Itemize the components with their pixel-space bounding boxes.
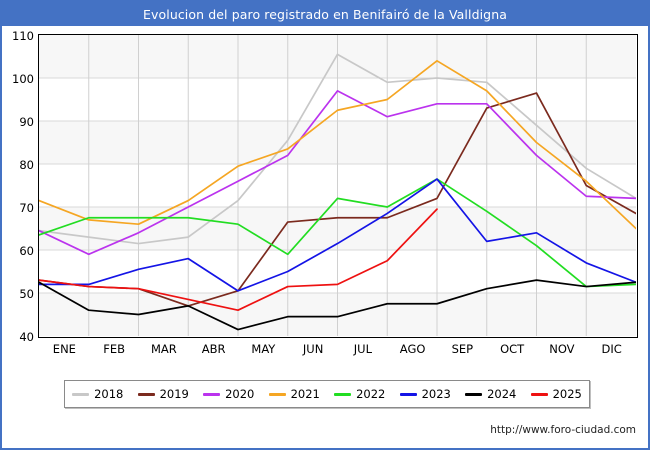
legend-swatch-icon-2021 xyxy=(268,392,286,396)
legend-item-2019[interactable]: 2019 xyxy=(137,387,189,401)
series-line-2020 xyxy=(39,90,636,256)
legend-swatch-icon-2024 xyxy=(465,392,483,396)
legend-label: 2025 xyxy=(552,387,582,401)
legend-swatch-icon-2019 xyxy=(137,392,155,396)
x-axis-tick-mar: MAR xyxy=(150,342,177,356)
y-axis-tick-40: 40 xyxy=(19,329,34,344)
legend-label: 2018 xyxy=(94,387,124,401)
y-axis-tick-90: 90 xyxy=(19,114,34,129)
series-line-2025 xyxy=(39,208,438,312)
x-axis-tick-may: MAY xyxy=(251,342,276,356)
legend-item-2023[interactable]: 2023 xyxy=(399,387,451,401)
window-titlebar: Evolucion del paro registrado en Benifai… xyxy=(2,2,648,26)
series-line-2021 xyxy=(39,59,636,230)
y-axis-tick-70: 70 xyxy=(19,200,34,215)
series-line-2023 xyxy=(39,178,636,292)
x-axis-tick-jun: JUN xyxy=(302,342,324,356)
x-axis-tick-abr: ABR xyxy=(201,342,226,356)
legend-item-2025[interactable]: 2025 xyxy=(530,387,582,401)
x-axis-tick-dic: DIC xyxy=(601,342,622,356)
x-axis-tick-jul: JUL xyxy=(353,342,372,356)
page-title: Evolucion del paro registrado en Benifai… xyxy=(143,6,507,22)
plot-area xyxy=(38,34,638,338)
legend-swatch-icon-2025 xyxy=(530,392,548,396)
x-axis-tick-feb: FEB xyxy=(103,342,126,356)
line-chart-svg xyxy=(39,35,636,336)
source-url: http://www.foro-ciudad.com xyxy=(490,424,636,436)
x-axis-tick-ago: AGO xyxy=(399,342,426,356)
legend-swatch-icon-2022 xyxy=(334,392,352,396)
series-line-2018 xyxy=(39,53,636,245)
chart-legend: 2018 2019 2020 2021 2022 2023 2024 2025 xyxy=(64,380,590,408)
legend-item-2024[interactable]: 2024 xyxy=(465,387,516,401)
y-axis-tick-60: 60 xyxy=(19,243,34,258)
series-line-2024 xyxy=(39,279,636,331)
legend-swatch-icon-2023 xyxy=(399,392,417,396)
y-axis-tick-100: 100 xyxy=(12,71,34,86)
x-axis-tick-sep: SEP xyxy=(451,342,474,356)
y-axis-tick-50: 50 xyxy=(19,286,34,301)
legend-swatch-icon-2020 xyxy=(203,392,221,396)
x-axis-tick-nov: NOV xyxy=(549,342,575,356)
legend-label: 2022 xyxy=(356,387,386,401)
y-axis-tick-80: 80 xyxy=(19,157,34,172)
legend-item-2018[interactable]: 2018 xyxy=(72,387,123,401)
legend-label: 2019 xyxy=(159,387,189,401)
legend-label: 2023 xyxy=(421,387,451,401)
y-axis-tick-110: 110 xyxy=(12,28,34,43)
legend-item-2020[interactable]: 2020 xyxy=(203,387,254,401)
legend-swatch-icon-2018 xyxy=(72,392,90,396)
legend-label: 2021 xyxy=(290,387,320,401)
legend-item-2022[interactable]: 2022 xyxy=(334,387,385,401)
legend-label: 2020 xyxy=(225,387,255,401)
legend-label: 2024 xyxy=(487,387,517,401)
x-axis-tick-ene: ENE xyxy=(52,342,76,356)
series-line-2022 xyxy=(39,178,636,288)
x-axis-tick-oct: OCT xyxy=(500,342,525,356)
legend-item-2021[interactable]: 2021 xyxy=(268,387,320,401)
